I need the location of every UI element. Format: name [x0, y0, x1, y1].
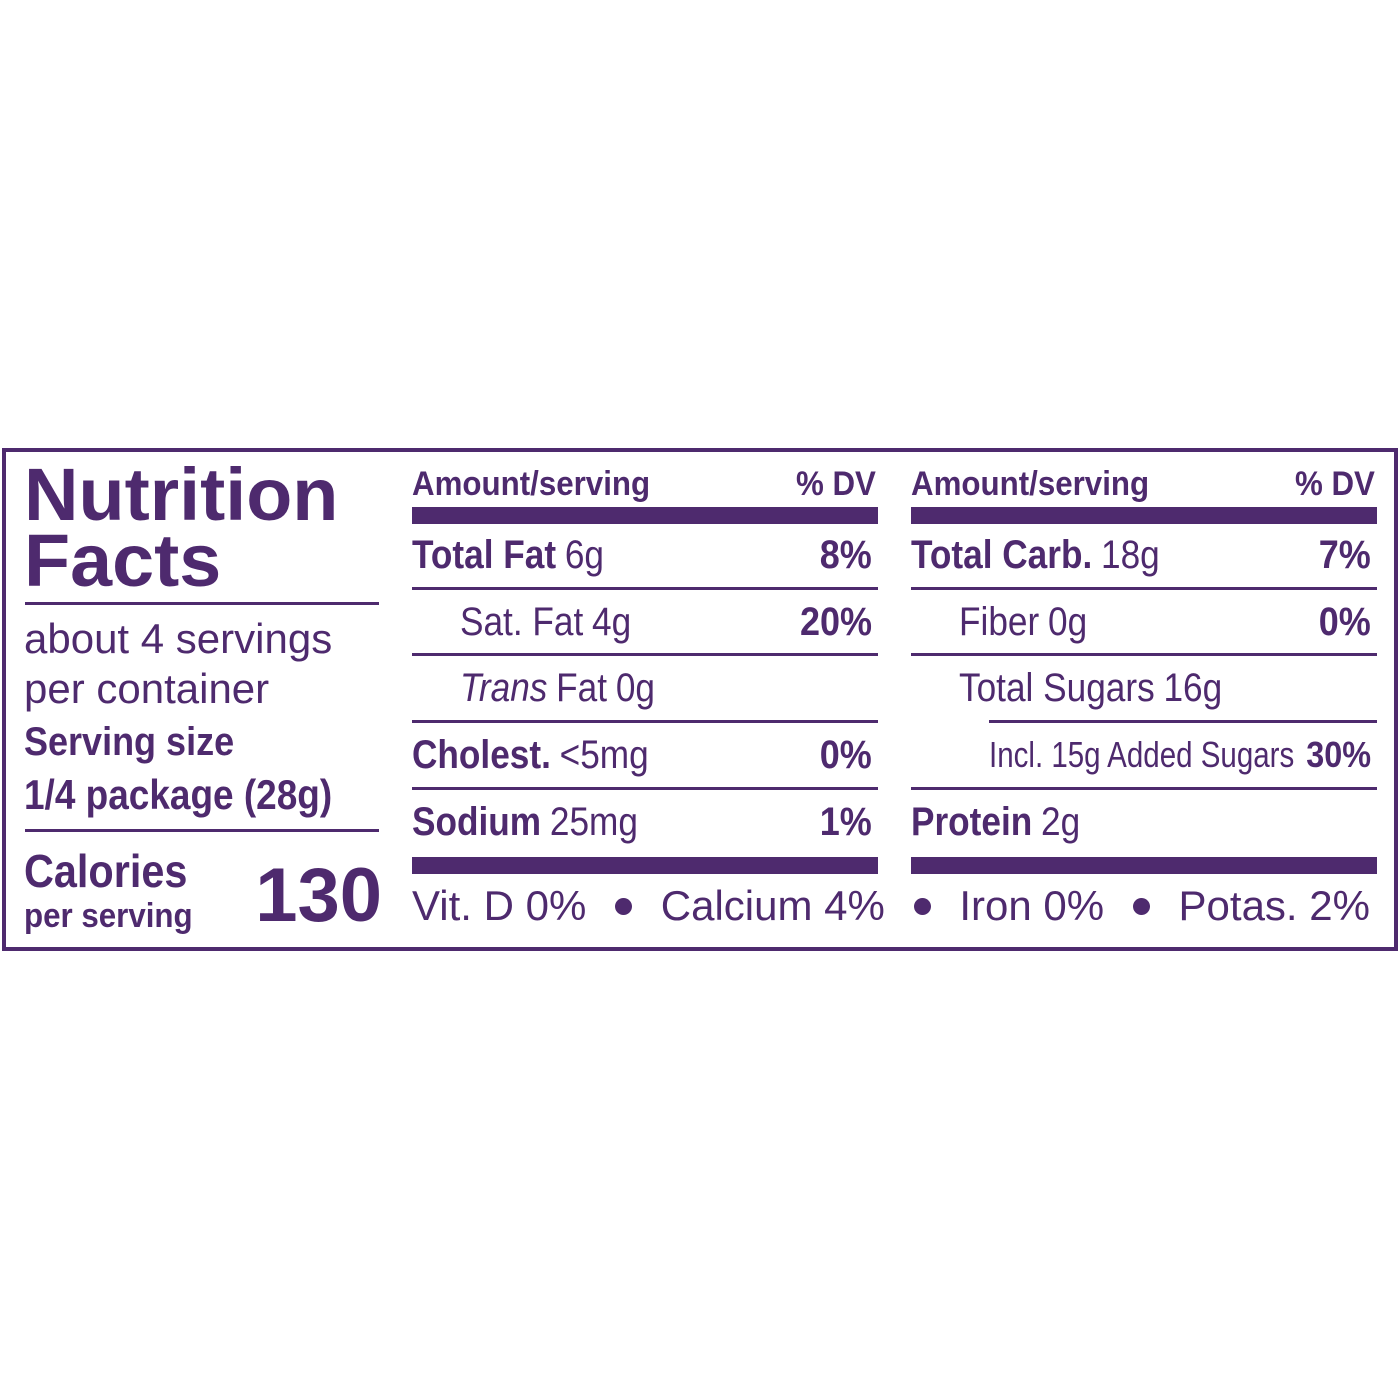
nutrient-name: Cholest.: [412, 733, 551, 778]
row-rule: [989, 720, 1377, 724]
bullet: [913, 897, 931, 915]
nutrient-amount: 0g: [1048, 599, 1088, 644]
divider: [25, 602, 379, 605]
calories-label: Calories: [24, 845, 188, 897]
nutrient-row: Total Sugars 16g: [959, 655, 1222, 722]
daily-value: 8%: [819, 533, 872, 577]
bullet: [615, 897, 633, 915]
dv-header: % DV: [1295, 465, 1375, 503]
row-rule: [911, 786, 1377, 790]
nutrient-amount: <5mg: [559, 733, 649, 778]
nutrient-amount: 4g: [592, 599, 632, 644]
nutrient-amount: 18g: [1101, 533, 1160, 577]
nutrient-row: Fiber 0g: [959, 589, 1087, 656]
nutrient-prefix: Trans: [460, 666, 548, 711]
nutrient-name: Fat: [556, 666, 608, 711]
vitamin: Iron 0%: [959, 882, 1105, 929]
nutrient-name: Sat. Fat: [460, 599, 584, 644]
nutrient-row: Sodium 25mg: [412, 789, 638, 856]
servings-per-container: about 4 servings per container: [24, 615, 333, 712]
thick-bar: [911, 507, 1377, 524]
nutrient-row: Sat. Fat 4g: [460, 589, 631, 656]
vitamin-line: Vit. D 0% Calcium 4% Iron 0% Potas. 2%: [412, 878, 1370, 934]
nutrient-name: Total Sugars: [959, 666, 1155, 711]
vitamin: Potas. 2%: [1178, 882, 1370, 929]
daily-value: 0%: [819, 733, 872, 778]
nutrient-name: Fiber: [959, 599, 1040, 644]
nutrient-name: Total Carb.: [911, 533, 1093, 577]
serving-size: 1/4 package (28g): [24, 771, 333, 818]
bullet: [1132, 897, 1150, 915]
nutrient-row: Total Carb. 18g: [911, 522, 1160, 589]
nutrient-row: Trans Fat 0g: [460, 655, 655, 722]
vitamin: Calcium 4%: [660, 882, 885, 929]
daily-value: 30%: [1306, 734, 1371, 776]
thick-bar: [412, 857, 878, 874]
nutrient-amount: 2g: [1041, 799, 1081, 844]
thick-bar: [911, 857, 1377, 874]
row-rule: [412, 720, 878, 724]
calories-sublabel: per serving: [24, 897, 193, 935]
nutrient-amount: 25mg: [549, 799, 638, 844]
row-rule: [911, 653, 1377, 657]
vitamin: Vit. D 0%: [412, 882, 587, 929]
nutrient-row: Total Fat 6g: [412, 522, 604, 589]
label-box: [2, 448, 1398, 951]
nutrient-row: Protein 2g: [911, 789, 1080, 856]
daily-value: 0%: [1318, 599, 1371, 644]
row-rule: [412, 786, 878, 790]
nutrient-name: Sodium: [412, 799, 542, 844]
serving-size-label: Serving size: [24, 720, 235, 764]
thick-bar: [412, 507, 878, 524]
divider: [25, 829, 379, 832]
column-header: Amount/serving: [911, 465, 1150, 503]
dv-header: % DV: [796, 465, 876, 503]
row-rule: [412, 586, 878, 590]
nutrient-amount: 6g: [564, 533, 605, 577]
nutrient-row: Incl. 15g Added Sugars: [989, 722, 1294, 789]
nutrient-name: Protein: [911, 799, 1033, 844]
nutrient-row: Cholest. <5mg: [412, 722, 649, 789]
daily-value: 1%: [819, 799, 872, 844]
nutrient-name: Total Fat: [412, 533, 557, 577]
nutrient-amount: 16g: [1163, 666, 1223, 711]
nutrient-amount: 0g: [615, 666, 655, 711]
nutrient-name: Incl. 15g Added Sugars: [989, 734, 1295, 776]
title-line: Facts: [24, 519, 222, 602]
row-rule: [911, 586, 1377, 590]
title-line: Nutrition: [24, 453, 339, 536]
calories-value: 130: [255, 853, 382, 938]
daily-value: 20%: [799, 599, 872, 644]
row-rule: [412, 653, 878, 657]
column-header: Amount/serving: [412, 465, 651, 503]
daily-value: 7%: [1318, 533, 1371, 577]
